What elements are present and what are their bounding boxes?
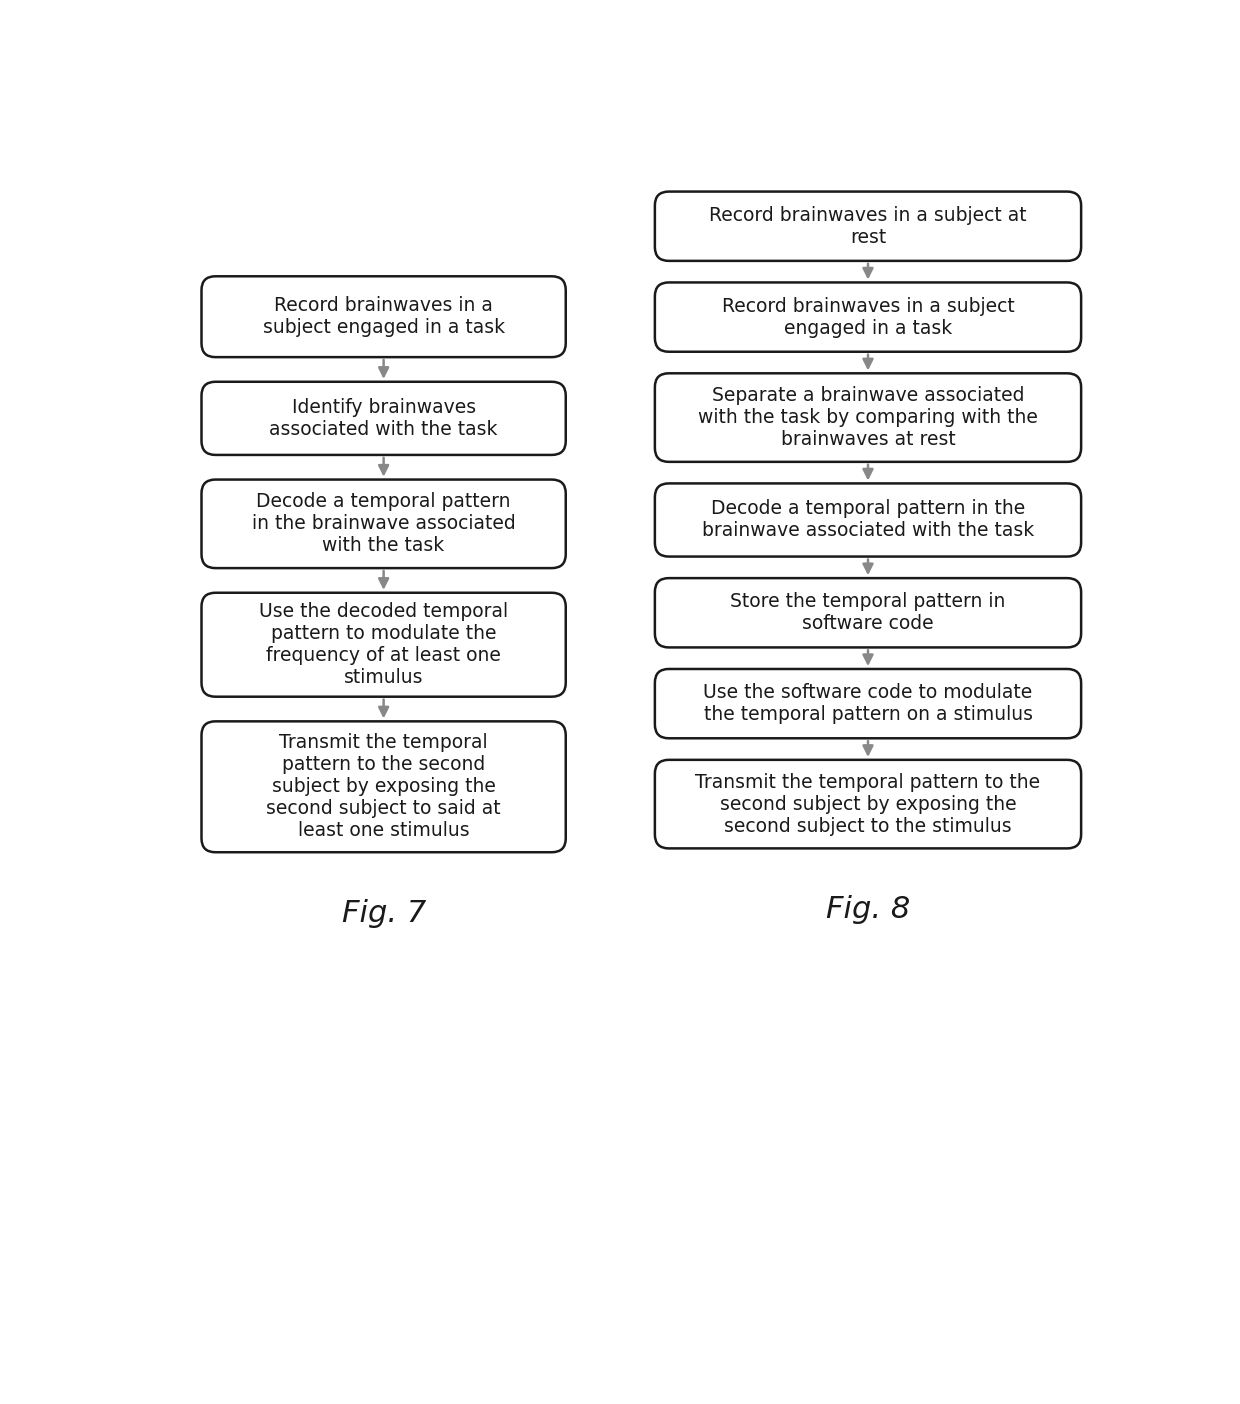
Text: Separate a brainwave associated
with the task by comparing with the
brainwaves a: Separate a brainwave associated with the… xyxy=(698,386,1038,449)
FancyBboxPatch shape xyxy=(201,480,565,569)
FancyBboxPatch shape xyxy=(655,282,1081,352)
FancyBboxPatch shape xyxy=(655,191,1081,261)
FancyBboxPatch shape xyxy=(655,668,1081,739)
Text: Record brainwaves in a subject at
rest: Record brainwaves in a subject at rest xyxy=(709,206,1027,247)
Text: Fig. 7: Fig. 7 xyxy=(341,900,425,928)
FancyBboxPatch shape xyxy=(201,722,565,852)
FancyBboxPatch shape xyxy=(655,578,1081,647)
Text: Use the software code to modulate
the temporal pattern on a stimulus: Use the software code to modulate the te… xyxy=(703,684,1033,724)
Text: Record brainwaves in a
subject engaged in a task: Record brainwaves in a subject engaged i… xyxy=(263,296,505,337)
Text: Store the temporal pattern in
software code: Store the temporal pattern in software c… xyxy=(730,592,1006,633)
Text: Transmit the temporal pattern to the
second subject by exposing the
second subje: Transmit the temporal pattern to the sec… xyxy=(696,772,1040,835)
FancyBboxPatch shape xyxy=(655,760,1081,848)
Text: Decode a temporal pattern in the
brainwave associated with the task: Decode a temporal pattern in the brainwa… xyxy=(702,500,1034,541)
FancyBboxPatch shape xyxy=(655,483,1081,556)
Text: Fig. 8: Fig. 8 xyxy=(826,896,910,924)
Text: Use the decoded temporal
pattern to modulate the
frequency of at least one
stimu: Use the decoded temporal pattern to modu… xyxy=(259,602,508,687)
Text: Identify brainwaves
associated with the task: Identify brainwaves associated with the … xyxy=(269,397,498,439)
FancyBboxPatch shape xyxy=(201,277,565,357)
FancyBboxPatch shape xyxy=(201,592,565,696)
Text: Decode a temporal pattern
in the brainwave associated
with the task: Decode a temporal pattern in the brainwa… xyxy=(252,493,516,556)
FancyBboxPatch shape xyxy=(655,373,1081,462)
FancyBboxPatch shape xyxy=(201,382,565,455)
Text: Record brainwaves in a subject
engaged in a task: Record brainwaves in a subject engaged i… xyxy=(722,296,1014,337)
Text: Transmit the temporal
pattern to the second
subject by exposing the
second subje: Transmit the temporal pattern to the sec… xyxy=(267,733,501,840)
